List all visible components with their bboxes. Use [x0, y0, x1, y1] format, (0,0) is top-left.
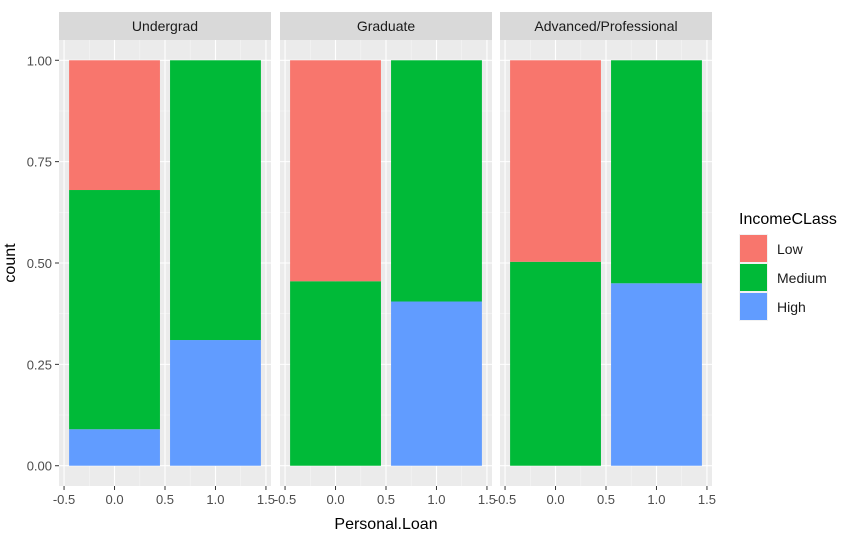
facet-strip-label: Advanced/Professional: [534, 18, 677, 34]
x-tick-label: 0.5: [597, 492, 615, 507]
bar-segment-high: [170, 340, 261, 466]
bar-segment-low: [290, 60, 381, 282]
x-tick-label: 1.5: [698, 492, 716, 507]
y-tick-label: 1.00: [27, 53, 52, 68]
x-tick-label: -0.5: [53, 492, 75, 507]
bar-segment-medium: [391, 60, 482, 302]
y-tick-label: 0.25: [27, 357, 52, 372]
legend-swatch-high: [740, 293, 767, 320]
y-axis-title: count: [2, 243, 19, 283]
legend: IncomeCLass Low Medium High: [739, 211, 837, 321]
facet-strip-label: Undergrad: [132, 18, 198, 34]
facet-strip: [500, 12, 712, 40]
legend-title: IncomeCLass: [739, 211, 837, 228]
x-tick-label: -0.5: [494, 492, 516, 507]
x-tick-label: 1.5: [478, 492, 496, 507]
x-tick-label: 0.0: [326, 492, 344, 507]
x-tick-label: 0.5: [377, 492, 395, 507]
bar-segment-high: [391, 301, 482, 466]
bar-segment-medium: [611, 60, 702, 284]
legend-label-high: High: [777, 299, 806, 315]
legend-swatch-low: [740, 235, 767, 262]
facet-panel-2: Advanced/Professional -0.5 0.0 0.5 1.0 1.5: [494, 12, 716, 507]
bar-segment-medium: [69, 190, 160, 430]
bar-segment-low: [510, 60, 601, 262]
x-tick-label: 1.5: [257, 492, 275, 507]
x-tick-label: 0.0: [546, 492, 564, 507]
facet-strip: [280, 12, 492, 40]
bar-segment-high: [611, 283, 702, 466]
x-tick-label: -0.5: [274, 492, 296, 507]
bar-segment-medium: [510, 261, 601, 466]
bar-segment-high: [69, 429, 160, 466]
x-tick-label: 0.0: [105, 492, 123, 507]
legend-swatch-medium: [740, 264, 767, 291]
bar-segment-low: [69, 60, 160, 191]
x-tick-label: 0.5: [156, 492, 174, 507]
y-tick-label: 0.50: [27, 256, 52, 271]
bar-segment-medium: [170, 60, 261, 341]
legend-label-medium: Medium: [777, 270, 827, 286]
y-tick-label: 0.00: [27, 459, 52, 474]
x-axis-title: Personal.Loan: [334, 516, 437, 533]
panels: Undergrad -0.5 0.0 0.5 1.0 1.5 Graduate -0.5 0.0…: [53, 12, 716, 507]
y-axis: 0.00 0.25 0.50 0.75 1.00: [27, 53, 59, 474]
y-tick-label: 0.75: [27, 155, 52, 170]
facet-strip-label: Graduate: [357, 18, 416, 34]
x-tick-label: 1.0: [427, 492, 445, 507]
legend-label-low: Low: [777, 241, 804, 257]
x-tick-label: 1.0: [647, 492, 665, 507]
facet-strip: [59, 12, 271, 40]
x-tick-label: 1.0: [206, 492, 224, 507]
facet-panel-0: Undergrad -0.5 0.0 0.5 1.0 1.5: [53, 12, 275, 507]
bar-segment-medium: [290, 281, 381, 466]
facet-panel-1: Graduate -0.5 0.0 0.5 1.0 1.5: [274, 12, 496, 507]
